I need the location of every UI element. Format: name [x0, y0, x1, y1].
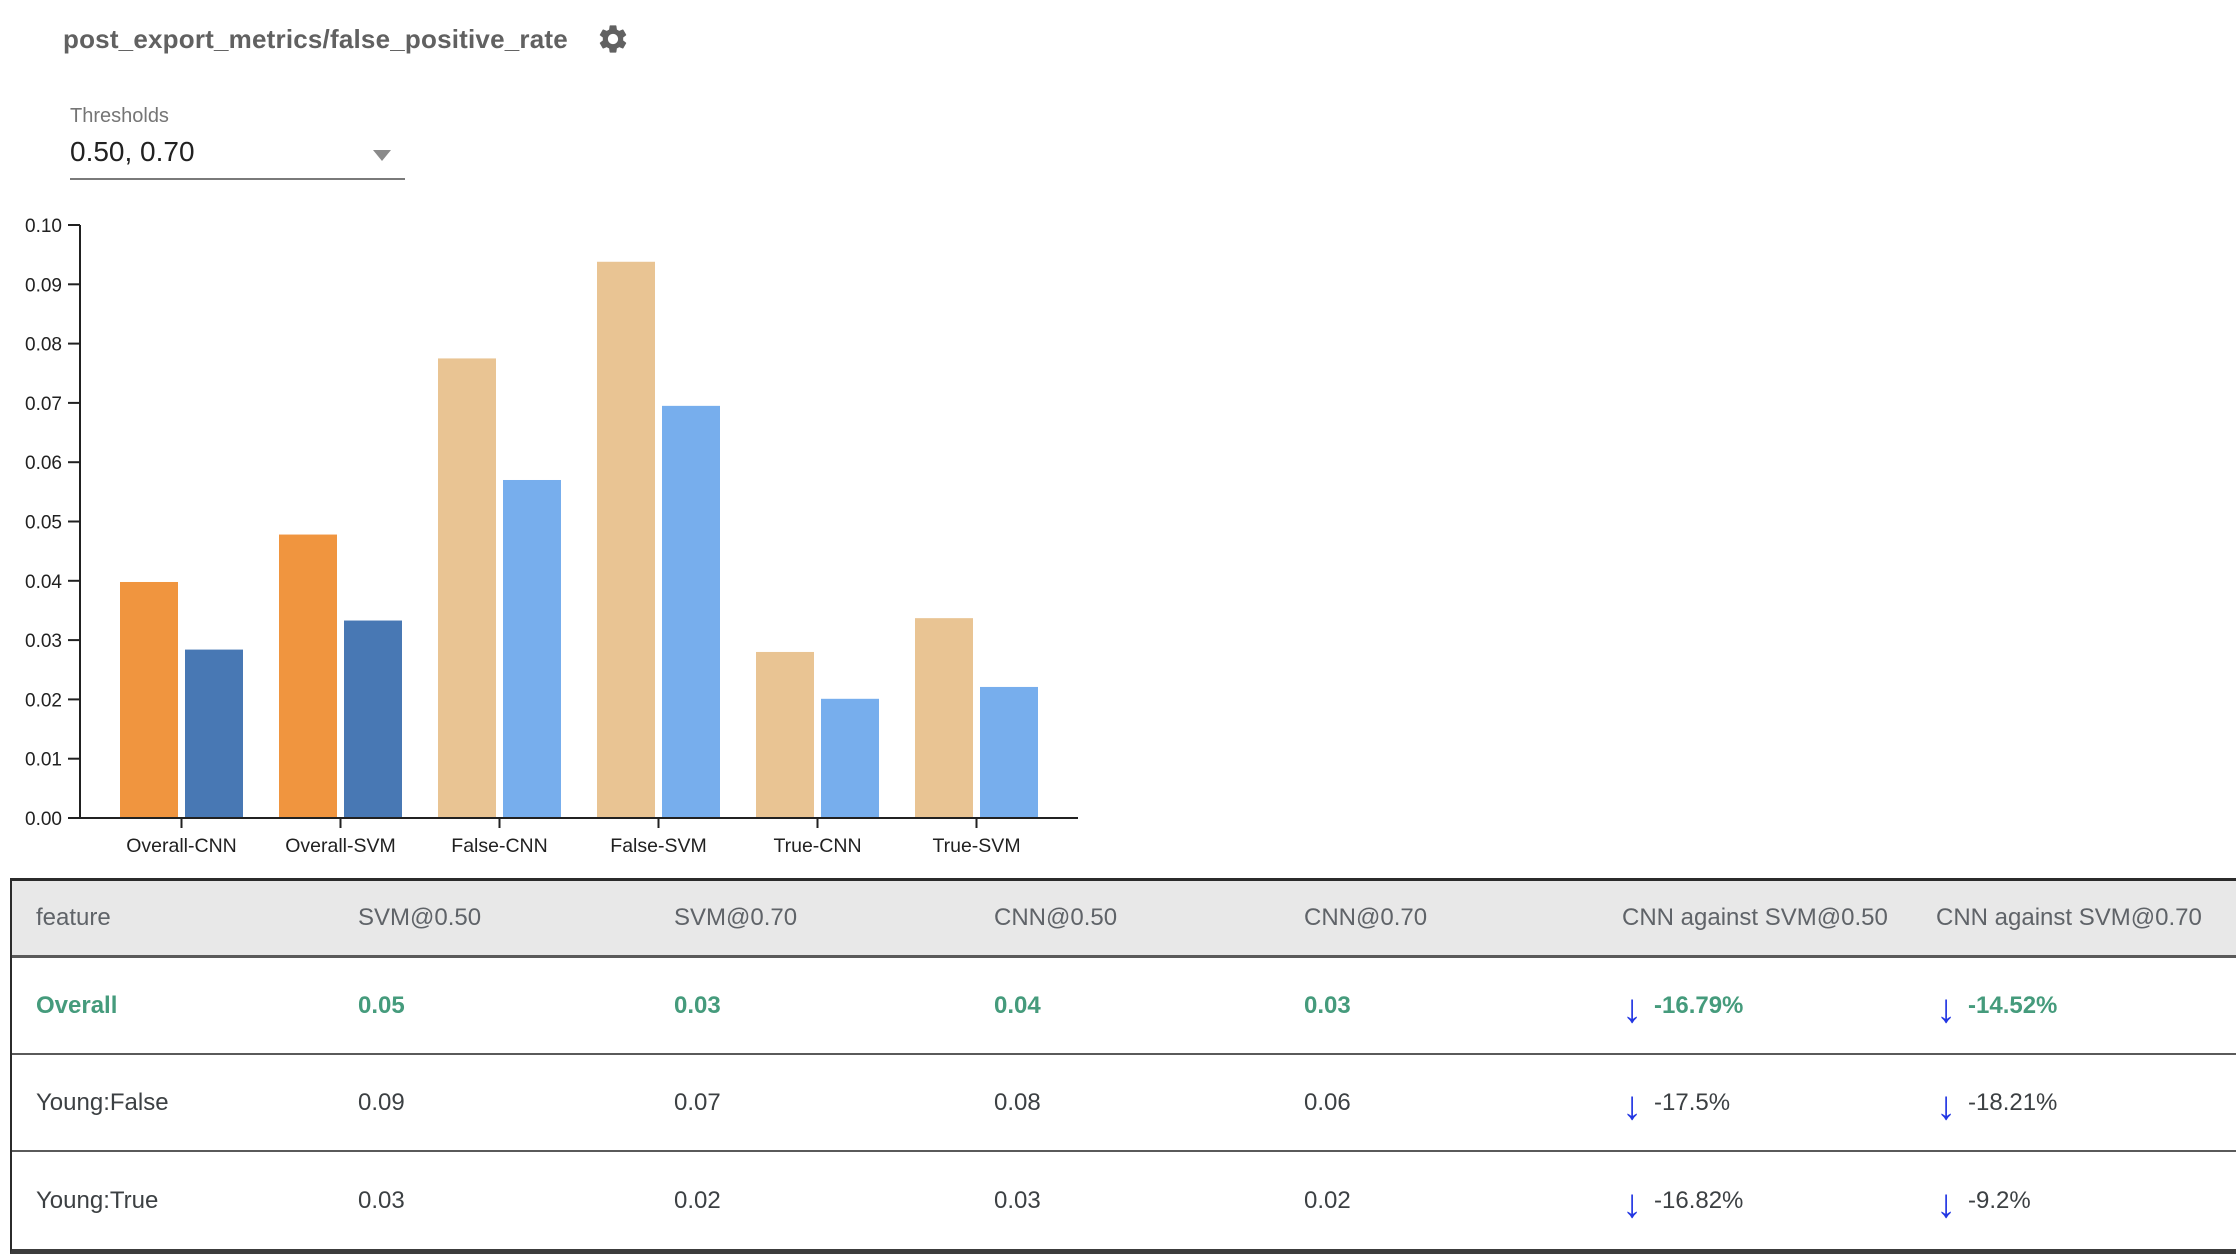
value-cell: 0.03 — [674, 991, 721, 1019]
svg-text:Overall-CNN: Overall-CNN — [126, 835, 237, 857]
value-cell: 0.09 — [358, 1088, 405, 1116]
svg-text:0.03: 0.03 — [25, 631, 62, 652]
chevron-down-icon — [373, 150, 391, 161]
gear-icon[interactable] — [596, 22, 630, 56]
thresholds-value: 0.50, 0.70 — [70, 136, 195, 167]
delta-cell: ↓ -14.52% — [1936, 986, 2236, 1026]
svg-text:0.04: 0.04 — [25, 572, 62, 593]
svg-text:True-SVM: True-SVM — [932, 835, 1020, 857]
value-cell: 0.02 — [674, 1186, 721, 1214]
thresholds-valuebox: 0.50, 0.70 — [70, 136, 405, 180]
svg-text:0.07: 0.07 — [25, 394, 62, 415]
feature-cell: Overall — [36, 991, 118, 1019]
arrow-down-icon: ↓ — [1936, 986, 1956, 1026]
col-header-cnn-070: CNN@0.70 — [1304, 904, 1428, 931]
delta-cell: ↓ -17.5% — [1622, 1083, 1936, 1123]
col-header-cnn-vs-svm-050: CNN against SVM@0.50 — [1622, 904, 1888, 931]
arrow-down-icon: ↓ — [1936, 1083, 1956, 1123]
col-header-svm-050: SVM@0.50 — [358, 904, 482, 931]
svg-text:0.05: 0.05 — [25, 513, 62, 534]
svg-text:Overall-SVM: Overall-SVM — [285, 835, 396, 857]
metrics-table: feature SVM@0.50 SVM@0.70 CNN@0.50 CNN@0… — [10, 878, 2236, 1254]
value-cell: 0.07 — [674, 1088, 721, 1116]
table-row-overall: Overall 0.05 0.03 0.04 0.03 ↓ -16.79% ↓ … — [12, 958, 2236, 1055]
arrow-down-icon: ↓ — [1622, 1083, 1642, 1123]
delta-value: -9.2% — [1968, 1186, 2031, 1214]
metric-header: post_export_metrics/false_positive_rate — [63, 22, 630, 56]
table-row-young-false: Young:False 0.09 0.07 0.08 0.06 ↓ -17.5%… — [12, 1055, 2236, 1152]
value-cell: 0.03 — [1304, 991, 1351, 1019]
fpr-bar-chart-svg: 0.00 0.01 0.02 0.03 0.04 0.05 0.06 0.07 0.08 0.09… — [25, 216, 1078, 857]
value-cell: 0.03 — [994, 1186, 1041, 1214]
svg-text:0.09: 0.09 — [25, 275, 62, 296]
delta-value: -18.21% — [1968, 1088, 2058, 1116]
delta-value: -14.52% — [1968, 991, 2058, 1019]
delta-cell: ↓ -16.79% — [1622, 986, 1936, 1026]
delta-cell: ↓ -18.21% — [1936, 1083, 2236, 1123]
metric-title: post_export_metrics/false_positive_rate — [63, 23, 568, 54]
svg-text:False-CNN: False-CNN — [451, 835, 547, 857]
value-cell: 0.02 — [1304, 1186, 1351, 1214]
thresholds-select[interactable]: Thresholds 0.50, 0.70 — [70, 105, 405, 180]
delta-value: -16.82% — [1654, 1186, 1744, 1214]
delta-value: -16.79% — [1654, 991, 1744, 1019]
thresholds-label: Thresholds — [70, 105, 169, 127]
svg-text:0.02: 0.02 — [25, 690, 62, 711]
arrow-down-icon: ↓ — [1622, 1181, 1642, 1221]
value-cell: 0.06 — [1304, 1088, 1351, 1116]
svg-text:False-SVM: False-SVM — [610, 835, 706, 857]
value-cell: 0.05 — [358, 991, 405, 1019]
delta-value: -17.5% — [1654, 1088, 1731, 1116]
table-row-young-true: Young:True 0.03 0.02 0.03 0.02 ↓ -16.82%… — [12, 1152, 2236, 1249]
col-header-cnn-vs-svm-070: CNN against SVM@0.70 — [1936, 904, 2202, 931]
col-header-svm-070: SVM@0.70 — [674, 904, 798, 931]
feature-cell: Young:False — [36, 1088, 169, 1116]
arrow-down-icon: ↓ — [1622, 986, 1642, 1026]
svg-text:0.10: 0.10 — [25, 216, 62, 237]
col-header-cnn-050: CNN@0.50 — [994, 904, 1118, 931]
svg-text:True-CNN: True-CNN — [773, 835, 861, 857]
delta-cell: ↓ -9.2% — [1936, 1181, 2236, 1221]
value-cell: 0.04 — [994, 991, 1041, 1019]
svg-text:0.01: 0.01 — [25, 750, 62, 771]
value-cell: 0.08 — [994, 1088, 1041, 1116]
svg-text:0.00: 0.00 — [25, 809, 62, 830]
arrow-down-icon: ↓ — [1936, 1181, 1956, 1221]
table-header-row: feature SVM@0.50 SVM@0.70 CNN@0.50 CNN@0… — [12, 881, 2236, 958]
col-header-feature: feature — [36, 904, 111, 931]
svg-text:0.06: 0.06 — [25, 453, 62, 474]
svg-text:0.08: 0.08 — [25, 335, 62, 356]
feature-cell: Young:True — [36, 1186, 159, 1214]
delta-cell: ↓ -16.82% — [1622, 1181, 1936, 1221]
value-cell: 0.03 — [358, 1186, 405, 1214]
fpr-bar-chart: 0.00 0.01 0.02 0.03 0.04 0.05 0.06 0.07 0.08 0.09… — [0, 200, 1120, 900]
